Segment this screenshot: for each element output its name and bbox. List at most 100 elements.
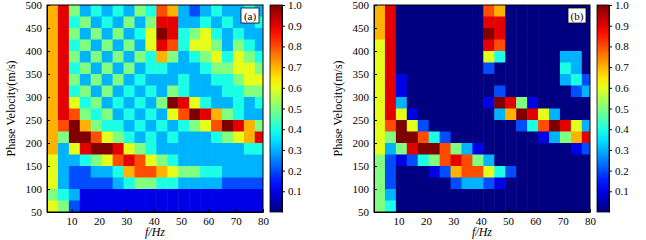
colorbar [597, 5, 609, 212]
cell [549, 166, 560, 178]
cell [396, 201, 407, 213]
cell [429, 17, 440, 29]
colorbar-tick: 0.4 [282, 123, 302, 135]
cell [538, 17, 549, 29]
y-tick: 50 [31, 206, 50, 218]
cell [407, 189, 418, 201]
cell [91, 132, 102, 144]
cell [113, 63, 124, 75]
cell [124, 132, 135, 144]
cell [211, 132, 222, 144]
y-tick: 300 [26, 91, 51, 103]
cell [374, 120, 385, 132]
cell [516, 155, 527, 167]
cell [80, 201, 91, 213]
cell [483, 155, 494, 167]
cell [461, 17, 472, 29]
colorbar-tick: 0.9 [282, 20, 302, 32]
cell [255, 120, 263, 132]
colorbar-tick-label: 0.7 [615, 61, 629, 73]
cell [255, 28, 263, 40]
x-tick-mark [154, 209, 155, 212]
cell [222, 40, 233, 52]
cell [396, 143, 407, 155]
cell [374, 5, 385, 17]
cell [102, 132, 113, 144]
cell [244, 40, 255, 52]
cell [244, 132, 255, 144]
cell [560, 143, 571, 155]
cell [418, 74, 429, 86]
cell [244, 51, 255, 63]
cell [571, 63, 582, 75]
cell [385, 97, 396, 109]
cell [178, 143, 189, 155]
cell [91, 28, 102, 40]
x-tick-label: 20 [421, 215, 433, 227]
cell [113, 40, 124, 52]
cell [91, 63, 102, 75]
colorbar-tick-mark [282, 88, 285, 89]
cell [200, 132, 211, 144]
cell [385, 178, 396, 190]
cell [560, 120, 571, 132]
cell [124, 97, 135, 109]
cell [58, 5, 69, 17]
y-tick-label: 50 [31, 206, 43, 218]
colorbar-tick-mark [609, 191, 612, 192]
cell [560, 63, 571, 75]
y-axis: 50100150200250300350400450500 [26, 0, 51, 218]
cell [178, 74, 189, 86]
cell [189, 201, 200, 213]
x-tick-label: 80 [258, 215, 270, 227]
cell [156, 120, 167, 132]
colorbar-tick-label: 0.1 [288, 185, 302, 197]
cell [233, 178, 244, 190]
cell [178, 28, 189, 40]
cell [200, 201, 211, 213]
cell [494, 178, 505, 190]
cell [374, 143, 385, 155]
cell [134, 178, 145, 190]
cell [233, 109, 244, 121]
colorbar-tick-mark [282, 150, 285, 151]
cell [222, 109, 233, 121]
y-tick: 500 [26, 0, 51, 11]
x-tick: 30 [448, 209, 460, 227]
colorbar-tick: 0.8 [609, 40, 629, 52]
cell [178, 189, 189, 201]
cell [538, 109, 549, 121]
cell [429, 40, 440, 52]
x-tick: 60 [203, 209, 215, 227]
heatmap-cells [374, 5, 590, 212]
cell [494, 189, 505, 201]
cell [429, 74, 440, 86]
cell [429, 178, 440, 190]
cell [494, 97, 505, 109]
cell [134, 63, 145, 75]
cell [69, 40, 80, 52]
cell [440, 201, 451, 213]
cell [178, 109, 189, 121]
cell [178, 97, 189, 109]
cell [461, 109, 472, 121]
cell [505, 155, 516, 167]
y-tick-label: 50 [358, 206, 370, 218]
cell [134, 86, 145, 98]
y-tick: 200 [26, 137, 51, 149]
cell [516, 40, 527, 52]
cell [440, 143, 451, 155]
cell [429, 51, 440, 63]
cell [222, 132, 233, 144]
cell [178, 40, 189, 52]
cell [516, 132, 527, 144]
cell [396, 51, 407, 63]
cell [429, 109, 440, 121]
cell [549, 132, 560, 144]
colorbar-tick: 0.3 [282, 144, 302, 156]
cell [461, 132, 472, 144]
cell [429, 5, 440, 17]
cell [440, 166, 451, 178]
y-tick-label: 350 [353, 68, 370, 80]
cell [385, 201, 396, 213]
